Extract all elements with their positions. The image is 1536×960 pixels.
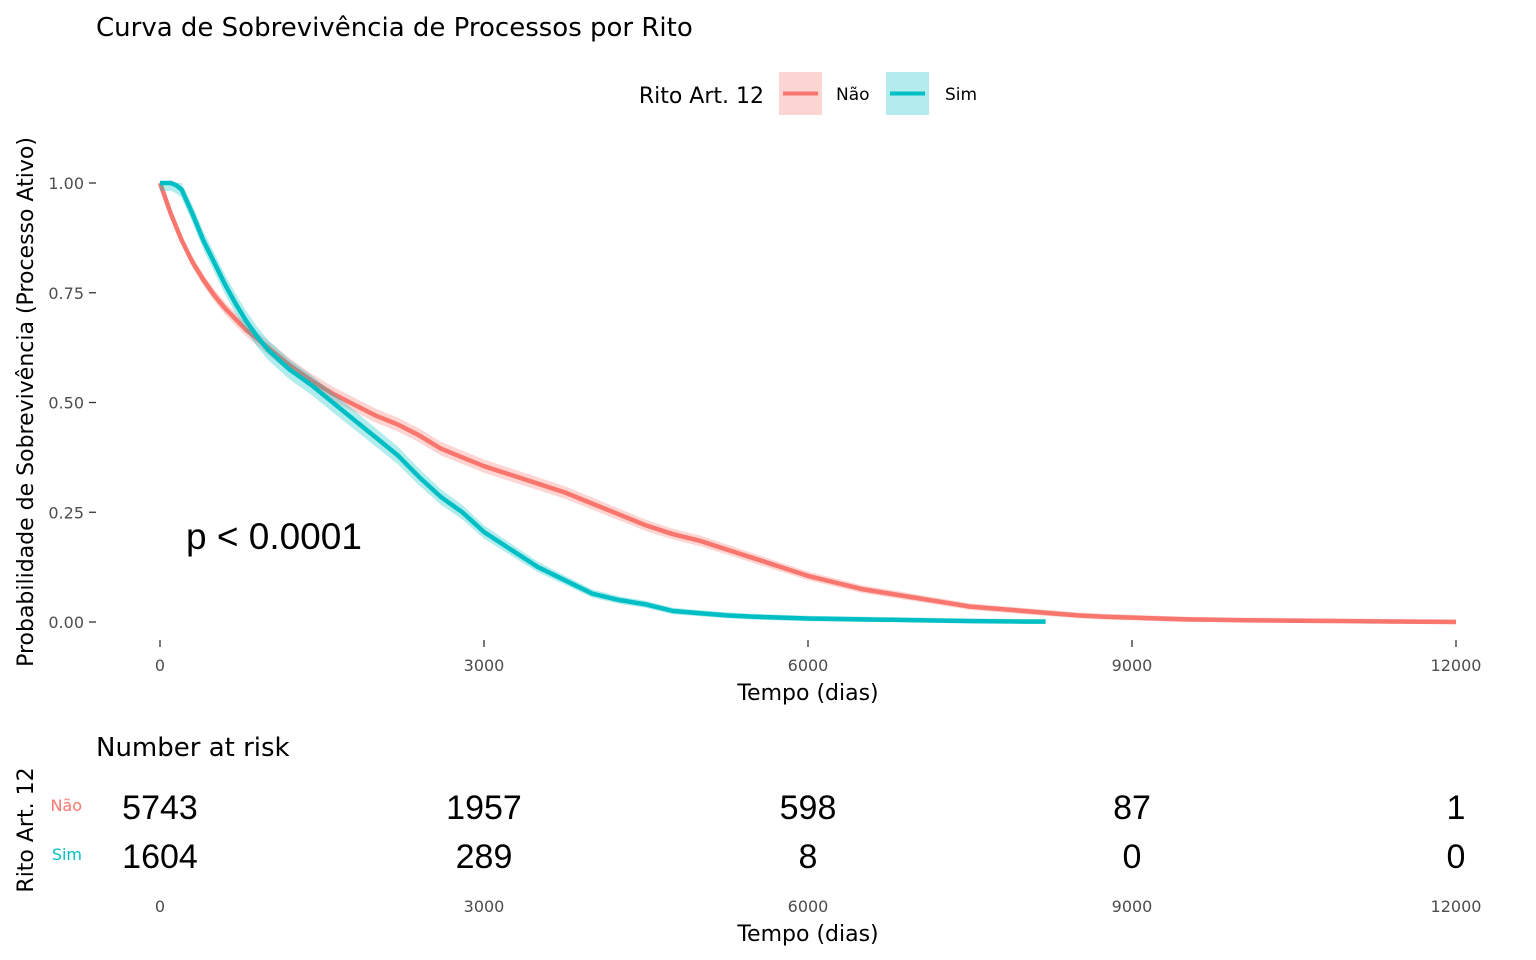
survival-curve-sim [160, 180, 1046, 624]
risk-table-title: Number at risk [96, 733, 290, 763]
risk-count: 8 [799, 838, 818, 876]
confidence-band-sim [160, 183, 1046, 622]
plot-area [157, 180, 1457, 625]
risk-table-y-title: Rito Art. 12 [14, 767, 39, 892]
legend-title: Rito Art. 12 [639, 84, 764, 109]
risk-count: 0 [1447, 838, 1466, 876]
x-axis-title: Tempo (dias) [736, 681, 878, 706]
risk-row-group-label: Sim [52, 845, 82, 864]
risk-count: 0 [1123, 838, 1142, 876]
y-axis-title: Probabilidade de Sobrevivência (Processo… [14, 137, 39, 667]
x-axis: 0 3000 6000 9000 12000 [155, 640, 1482, 675]
risk-time-label: 12000 [1431, 897, 1482, 916]
y-tick-label: 0.75 [48, 284, 84, 303]
risk-time-label: 3000 [464, 897, 505, 916]
legend: Rito Art. 12 Não Sim [639, 72, 977, 115]
legend-label-nao: Não [836, 85, 870, 105]
risk-table: Não 5743 1957 598 87 1 Sim 1604 289 8 0 0 0 3000 6000 9… [50, 789, 1481, 916]
y-axis: 0.00 0.25 0.50 0.75 1.00 [48, 174, 96, 632]
x-tick-label: 9000 [1112, 656, 1153, 675]
risk-count: 598 [780, 789, 837, 827]
x-tick-label: 6000 [788, 656, 829, 675]
x-tick-label: 3000 [464, 656, 505, 675]
risk-time-label: 0 [155, 897, 165, 916]
y-tick-label: 1.00 [48, 174, 84, 193]
risk-count: 87 [1113, 789, 1151, 827]
risk-count: 289 [456, 838, 513, 876]
risk-count: 1957 [446, 789, 522, 827]
risk-row-group-label: Não [50, 796, 82, 815]
y-tick-label: 0.25 [48, 503, 84, 522]
p-value-annotation: p < 0.0001 [186, 516, 362, 557]
risk-time-label: 9000 [1112, 897, 1153, 916]
y-tick-label: 0.00 [48, 613, 84, 632]
chart-title: Curva de Sobrevivência de Processos por … [96, 13, 693, 43]
x-tick-label: 0 [155, 656, 165, 675]
risk-time-label: 6000 [788, 897, 829, 916]
survival-curve-nao [157, 182, 1457, 625]
x-tick-label: 12000 [1431, 656, 1482, 675]
risk-table-x-title: Tempo (dias) [736, 922, 878, 947]
risk-count: 1 [1447, 789, 1466, 827]
y-tick-label: 0.50 [48, 394, 84, 413]
risk-count: 5743 [122, 789, 198, 827]
legend-label-sim: Sim [945, 85, 977, 105]
risk-count: 1604 [122, 838, 198, 876]
